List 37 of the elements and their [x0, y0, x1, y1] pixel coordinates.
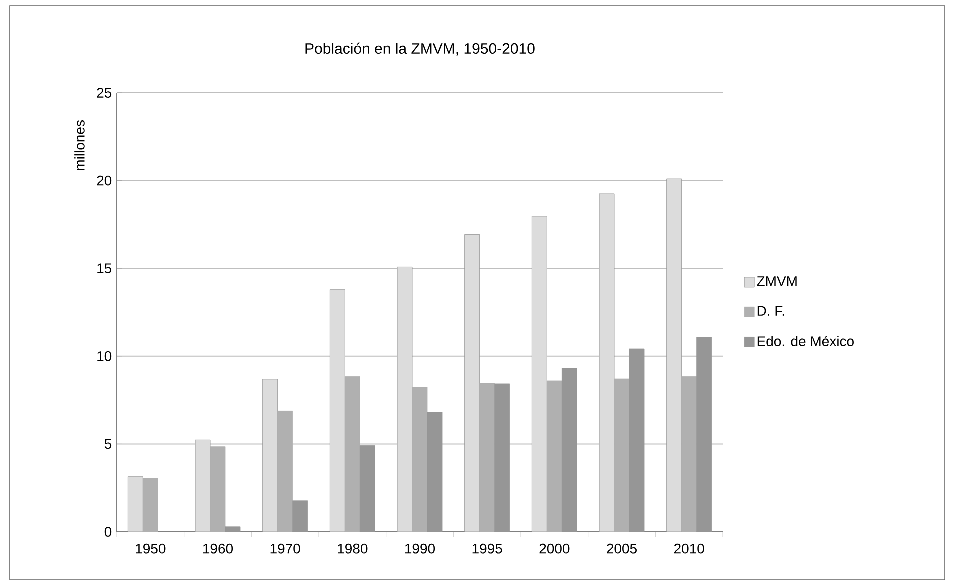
y-tick-label: 20 [97, 176, 112, 186]
x-tick-label: 1980 [338, 544, 368, 554]
bar [412, 387, 428, 532]
y-tick-label: 0 [104, 527, 112, 537]
x-tick-label: 1960 [203, 544, 234, 554]
bar [682, 376, 698, 532]
x-tick-label: 2005 [607, 544, 637, 554]
x-tick-label: 1995 [472, 544, 502, 554]
bar [427, 412, 443, 532]
bar [360, 446, 376, 532]
x-tick-label: 1970 [270, 544, 300, 554]
legend-label: ZMVM [757, 276, 797, 286]
bar [494, 384, 510, 532]
bar [480, 383, 496, 532]
bar [225, 526, 241, 532]
legend-label: D. F. [758, 306, 784, 316]
y-tick-label: 10 [98, 351, 112, 362]
bar [292, 500, 308, 532]
x-tick-label: 1950 [136, 544, 166, 554]
x-tick-label: 1990 [405, 544, 436, 554]
x-tick-label: 2010 [674, 544, 704, 554]
chart-title: Población en la ZMVM, 1950-2010 [306, 42, 535, 56]
y-tick-label: 25 [97, 88, 112, 98]
bar [278, 410, 294, 532]
bar [546, 380, 562, 532]
y-tick-label: 15 [98, 264, 112, 274]
bar [142, 478, 158, 532]
y-axis-title: millones [74, 120, 85, 170]
bar [210, 446, 226, 532]
bar [629, 348, 645, 532]
bar [344, 376, 360, 532]
legend-label: Edo. de México [758, 336, 854, 346]
bar [614, 378, 630, 532]
bar [696, 337, 712, 532]
x-tick-label: 2000 [540, 544, 570, 554]
y-tick-label: 5 [104, 439, 112, 450]
bar [562, 368, 578, 532]
